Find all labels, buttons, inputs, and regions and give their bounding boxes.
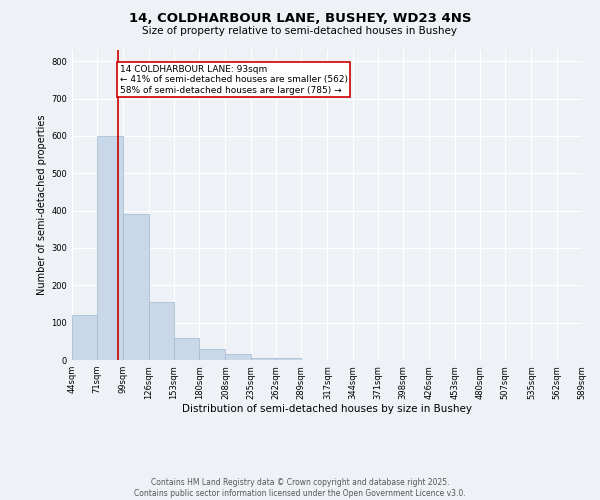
Bar [276, 358, 301, 360]
Bar [226, 354, 251, 360]
Bar [72, 315, 97, 360]
Text: Contains HM Land Registry data © Crown copyright and database right 2025.
Contai: Contains HM Land Registry data © Crown c… [134, 478, 466, 498]
Bar [174, 338, 199, 360]
Y-axis label: Number of semi-detached properties: Number of semi-detached properties [37, 115, 47, 295]
Bar [124, 214, 149, 360]
Bar [149, 302, 174, 360]
Bar [199, 349, 226, 360]
X-axis label: Distribution of semi-detached houses by size in Bushey: Distribution of semi-detached houses by … [182, 404, 472, 414]
Text: Size of property relative to semi-detached houses in Bushey: Size of property relative to semi-detach… [143, 26, 458, 36]
Bar [251, 358, 276, 360]
Text: 14 COLDHARBOUR LANE: 93sqm
← 41% of semi-detached houses are smaller (562)
58% o: 14 COLDHARBOUR LANE: 93sqm ← 41% of semi… [120, 65, 348, 94]
Bar [97, 136, 124, 360]
Text: 14, COLDHARBOUR LANE, BUSHEY, WD23 4NS: 14, COLDHARBOUR LANE, BUSHEY, WD23 4NS [129, 12, 471, 26]
